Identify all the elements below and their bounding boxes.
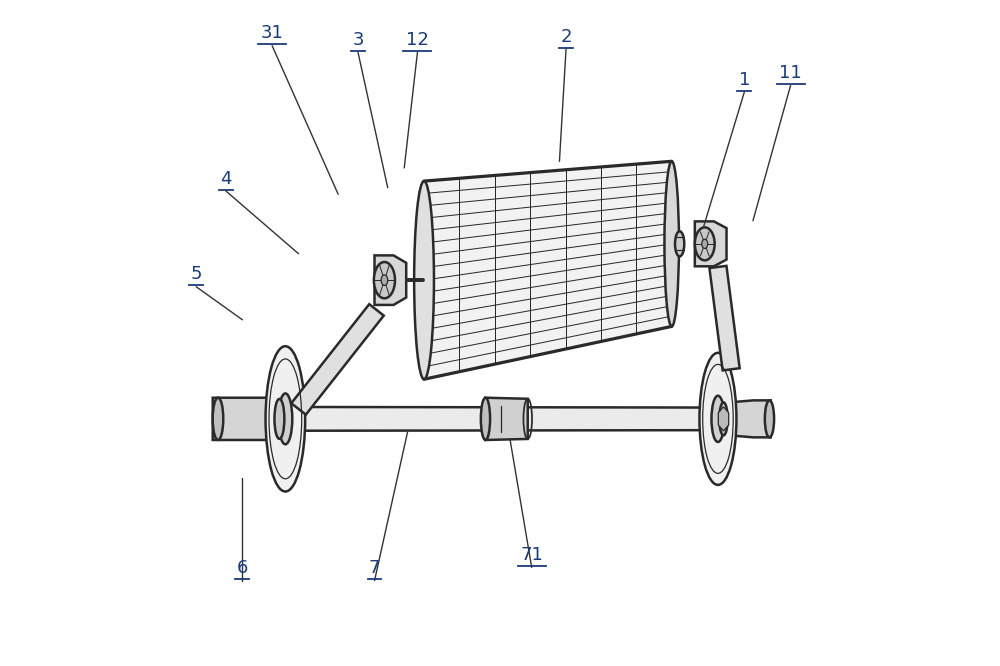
Ellipse shape (414, 181, 434, 379)
Text: 1: 1 (739, 71, 750, 89)
Polygon shape (285, 407, 725, 431)
Ellipse shape (266, 346, 305, 492)
Polygon shape (291, 304, 384, 415)
Polygon shape (709, 266, 740, 370)
Ellipse shape (711, 396, 724, 442)
Ellipse shape (381, 275, 388, 286)
Text: 31: 31 (261, 25, 284, 43)
Text: 7: 7 (369, 559, 380, 577)
Text: 71: 71 (520, 546, 543, 564)
Ellipse shape (274, 399, 284, 439)
Polygon shape (718, 407, 729, 431)
Text: 11: 11 (779, 64, 802, 82)
Ellipse shape (664, 161, 679, 326)
Text: 2: 2 (560, 28, 572, 46)
Polygon shape (695, 221, 727, 266)
Text: 5: 5 (190, 266, 202, 284)
Ellipse shape (719, 402, 728, 436)
Text: 4: 4 (220, 170, 232, 188)
Ellipse shape (695, 227, 715, 260)
Ellipse shape (374, 262, 395, 298)
Ellipse shape (702, 239, 708, 248)
Ellipse shape (699, 353, 736, 485)
Text: 3: 3 (352, 31, 364, 49)
Polygon shape (375, 255, 406, 305)
Ellipse shape (675, 231, 684, 256)
Polygon shape (424, 161, 672, 379)
Polygon shape (485, 398, 528, 440)
Polygon shape (213, 398, 289, 440)
Ellipse shape (278, 394, 292, 444)
Ellipse shape (481, 398, 490, 440)
Ellipse shape (213, 398, 223, 440)
Text: 12: 12 (406, 31, 429, 49)
Polygon shape (720, 400, 771, 438)
Ellipse shape (765, 400, 774, 438)
Text: 6: 6 (237, 559, 248, 577)
